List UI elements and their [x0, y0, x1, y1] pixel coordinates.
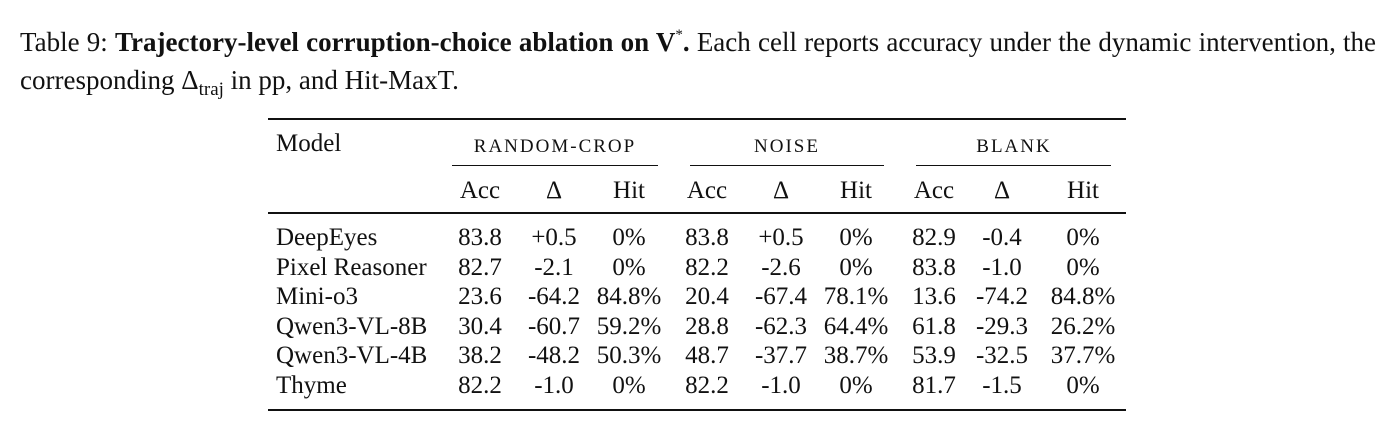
cell-random-crop-hit: 50.3% — [596, 342, 662, 369]
model-column-header: Model — [276, 130, 342, 157]
cell-noise-hit: 0% — [839, 224, 873, 251]
cell-noise-acc: 82.2 — [685, 371, 729, 399]
cell-noise-hit: 78.1% — [823, 283, 889, 310]
cell-random-crop-delta: -60.7 — [527, 312, 581, 340]
cell-blank-hit: 0% — [1066, 253, 1100, 281]
row-model-name: Thyme — [276, 371, 347, 399]
caption-text-b: in pp, and Hit-MaxT. — [223, 65, 459, 95]
cell-blank-acc: 61.8 — [912, 312, 956, 340]
cell-random-crop-delta: -1.0 — [534, 371, 574, 399]
cell-noise-acc: 82.2 — [685, 253, 729, 281]
row-model-name: Pixel Reasoner — [276, 253, 427, 281]
cell-noise-hit: 38.7% — [823, 342, 889, 369]
subheader-blank-acc: Acc — [913, 177, 955, 204]
cell-blank-hit: 37.7% — [1050, 342, 1116, 369]
cell-noise-hit: 0% — [839, 371, 873, 399]
cell-noise-hit: 0% — [839, 253, 873, 281]
cell-blank-acc: 13.6 — [912, 283, 956, 310]
cell-random-crop-delta: +0.5 — [531, 224, 577, 251]
table-header-rule — [268, 212, 1126, 214]
cell-random-crop-delta: -48.2 — [527, 342, 581, 369]
cell-noise-delta: -2.6 — [761, 253, 801, 281]
cell-random-crop-hit: 59.2% — [596, 312, 662, 340]
group-header-blank: BLANK — [976, 136, 1052, 157]
row-model-name: Mini-o3 — [276, 283, 358, 310]
cell-blank-acc: 81.7 — [912, 371, 956, 399]
group-header-random-crop: RANDOM-CROP — [473, 136, 637, 157]
caption-title-text: Trajectory-level corruption-choice ablat… — [115, 27, 676, 57]
group-header-noise: NOISE — [754, 136, 820, 157]
cell-random-crop-hit: 0% — [612, 253, 646, 281]
group-rule-random-crop — [452, 165, 658, 166]
subheader-noise-delta: Δ — [772, 177, 790, 204]
cell-blank-acc: 83.8 — [912, 253, 956, 281]
caption-delta-sub: traj — [198, 79, 224, 100]
caption-title-sup: * — [675, 27, 683, 43]
cell-random-crop-delta: -2.1 — [534, 253, 574, 281]
cell-blank-delta: -29.3 — [975, 312, 1029, 340]
cell-random-crop-acc: 30.4 — [458, 312, 502, 340]
cell-blank-hit: 84.8% — [1050, 283, 1116, 310]
cell-noise-acc: 83.8 — [685, 224, 729, 251]
cell-noise-acc: 48.7 — [685, 342, 729, 369]
cell-noise-acc: 28.8 — [685, 312, 729, 340]
cell-blank-hit: 0% — [1066, 371, 1100, 399]
cell-random-crop-acc: 83.8 — [458, 224, 502, 251]
table-caption: Table 9: Trajectory-level corruption-cho… — [20, 16, 1376, 109]
row-model-name: Qwen3-VL-8B — [276, 312, 428, 340]
subheader-random-crop-delta: Δ — [545, 177, 563, 204]
caption-label: Table 9: — [20, 27, 108, 57]
cell-noise-delta: -67.4 — [754, 283, 808, 310]
subheader-random-crop-hit: Hit — [613, 177, 645, 204]
row-model-name: Qwen3-VL-4B — [276, 342, 428, 369]
subheader-blank-hit: Hit — [1067, 177, 1099, 204]
caption-title-end: . — [682, 27, 690, 57]
cell-noise-delta: -62.3 — [754, 312, 808, 340]
cell-blank-acc: 53.9 — [912, 342, 956, 369]
cell-blank-acc: 82.9 — [912, 224, 956, 251]
cell-noise-delta: -1.0 — [761, 371, 801, 399]
group-rule-noise — [690, 165, 884, 166]
cell-noise-delta: -37.7 — [754, 342, 808, 369]
subheader-random-crop-acc: Acc — [459, 177, 501, 204]
cell-noise-acc: 20.4 — [685, 283, 729, 310]
cell-random-crop-acc: 82.2 — [458, 371, 502, 399]
cell-blank-hit: 26.2% — [1050, 312, 1116, 340]
cell-random-crop-acc: 38.2 — [458, 342, 502, 369]
row-model-name: DeepEyes — [276, 224, 378, 251]
cell-random-crop-hit: 84.8% — [596, 283, 662, 310]
cell-blank-delta: -74.2 — [975, 283, 1029, 310]
cell-noise-hit: 64.4% — [823, 312, 889, 340]
cell-random-crop-delta: -64.2 — [527, 283, 581, 310]
cell-blank-delta: -0.4 — [982, 224, 1022, 251]
caption-delta: Δ — [181, 65, 199, 95]
cell-random-crop-hit: 0% — [612, 224, 646, 251]
subheader-noise-hit: Hit — [840, 177, 872, 204]
caption-title: Trajectory-level corruption-choice ablat… — [115, 27, 690, 57]
caption-text-a: Each cell reports accuracy under the dyn… — [20, 27, 1377, 95]
table-bottom-rule — [268, 409, 1126, 411]
group-rule-blank — [916, 165, 1111, 166]
cell-noise-delta: +0.5 — [758, 224, 804, 251]
cell-blank-delta: -1.0 — [982, 253, 1022, 281]
subheader-noise-acc: Acc — [686, 177, 728, 204]
table-top-rule — [268, 118, 1126, 120]
cell-blank-delta: -32.5 — [975, 342, 1029, 369]
cell-random-crop-acc: 23.6 — [458, 283, 502, 310]
cell-random-crop-hit: 0% — [612, 371, 646, 399]
cell-blank-hit: 0% — [1066, 224, 1100, 251]
cell-random-crop-acc: 82.7 — [458, 253, 502, 281]
cell-blank-delta: -1.5 — [982, 371, 1022, 399]
subheader-blank-delta: Δ — [993, 177, 1011, 204]
